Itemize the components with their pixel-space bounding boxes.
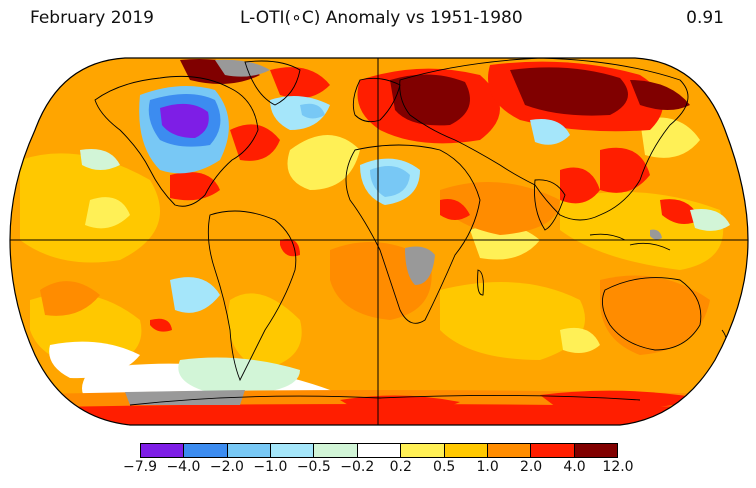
colorbar-tick-label: 1.0 (476, 459, 499, 475)
colorbar-tick-label: −1.0 (253, 459, 288, 475)
colorbar-bin (313, 444, 357, 457)
colorbar-bin (443, 444, 487, 457)
colorbar-bin (486, 444, 531, 457)
map-title: L-OTI(∘C) Anomaly vs 1951-1980 (240, 8, 523, 28)
colorbar-tick-label: 4.0 (563, 459, 586, 475)
colorbar-tick-label: −7.9 (123, 459, 157, 475)
colorbar (140, 443, 618, 458)
colorbar-bin (400, 444, 444, 457)
colorbar-tick-labels: −7.9 −4.0 −2.0 −1.0 −0.5 −0.2 0.2 0.5 1.0 2.0 4.0 1… (0, 459, 756, 479)
colorbar-tick-label: 12.0 (602, 459, 634, 475)
colorbar-bin (141, 444, 184, 457)
globe-outline (9, 57, 749, 426)
colorbar-tick-label: −2.0 (209, 459, 244, 475)
colorbar-tick-label: −4.0 (166, 459, 201, 475)
colorbar-bin (356, 444, 401, 457)
colorbar-bin (530, 444, 574, 457)
colorbar-tick-label: −0.5 (296, 459, 331, 475)
colorbar-bin (573, 444, 617, 457)
date-label: February 2019 (30, 8, 154, 28)
coastlines (94, 58, 728, 406)
colorbar-tick-label: 0.5 (433, 459, 456, 475)
global-mean-value: 0.91 (686, 8, 724, 28)
colorbar-bin (183, 444, 227, 457)
colorbar-tick-label: −0.2 (340, 459, 375, 475)
colorbar-tick-label: 2.0 (519, 459, 543, 475)
colorbar-bin (226, 444, 271, 457)
colorbar-tick-label: 0.2 (389, 459, 412, 475)
colorbar-bin (270, 444, 314, 457)
